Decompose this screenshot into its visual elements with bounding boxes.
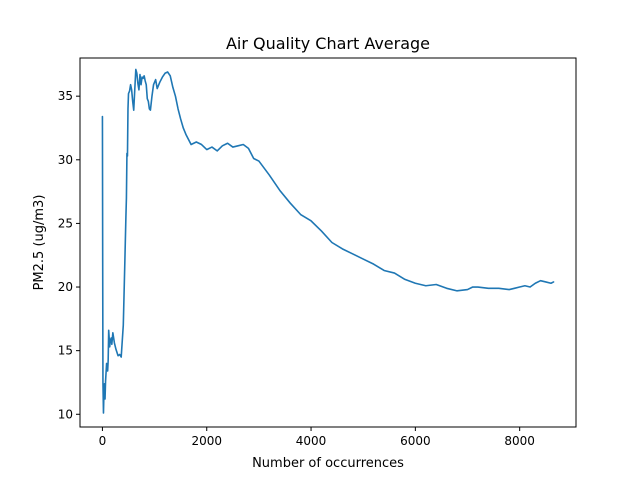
y-axis-label: PM2.5 (ug/m3) [32, 195, 47, 291]
chart-title: Air Quality Chart Average [226, 34, 430, 53]
y-tick-label: 15 [58, 344, 73, 358]
series-line-1 [101, 68, 555, 414]
y-tick-label: 25 [58, 216, 73, 230]
y-tick-label: 10 [58, 407, 73, 421]
y-tick-label: 20 [58, 280, 73, 294]
series-layer [101, 68, 555, 414]
x-tick-label: 0 [99, 434, 107, 448]
plot-frame [79, 57, 577, 428]
x-tick-label: 4000 [296, 434, 327, 448]
x-axis-label: Number of occurrences [252, 456, 404, 471]
y-tick-label: 35 [58, 89, 73, 103]
y-axis-ticks: 10 15 20 25 30 35 [58, 89, 80, 421]
x-tick-label: 6000 [400, 434, 431, 448]
y-tick-label: 30 [58, 153, 73, 167]
x-tick-label: 2000 [191, 434, 222, 448]
plot-area [80, 58, 576, 427]
x-tick-label: 8000 [504, 434, 535, 448]
x-axis-ticks: 0 2000 4000 6000 8000 [99, 427, 535, 448]
